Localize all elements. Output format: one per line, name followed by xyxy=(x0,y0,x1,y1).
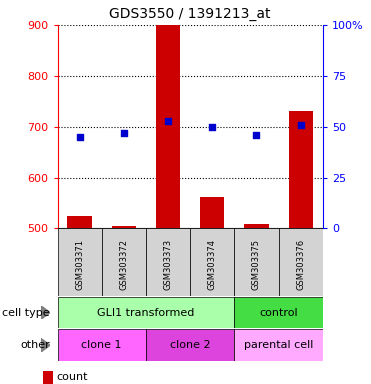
Bar xyxy=(190,228,234,296)
Bar xyxy=(289,111,313,228)
Text: GSM303372: GSM303372 xyxy=(119,238,128,290)
Text: parental cell: parental cell xyxy=(244,340,313,350)
Point xyxy=(165,118,171,124)
Text: clone 1: clone 1 xyxy=(82,340,122,350)
Bar xyxy=(146,228,190,296)
Text: GSM303376: GSM303376 xyxy=(296,238,305,290)
Bar xyxy=(58,329,146,361)
Point xyxy=(209,124,215,130)
Text: clone 2: clone 2 xyxy=(170,340,210,350)
Text: GLI1 transformed: GLI1 transformed xyxy=(97,308,195,318)
Polygon shape xyxy=(41,338,50,352)
Bar xyxy=(43,371,53,384)
Bar xyxy=(234,228,279,296)
Point xyxy=(121,130,127,136)
Bar xyxy=(146,329,234,361)
Bar xyxy=(68,216,92,228)
Text: GSM303375: GSM303375 xyxy=(252,238,261,290)
Text: GSM303371: GSM303371 xyxy=(75,238,84,290)
Polygon shape xyxy=(41,306,50,319)
Text: cell type: cell type xyxy=(3,308,50,318)
Point xyxy=(77,134,83,140)
Text: GSM303373: GSM303373 xyxy=(164,238,173,290)
Bar xyxy=(112,226,136,228)
Point xyxy=(253,132,259,138)
Bar xyxy=(58,228,102,296)
Bar xyxy=(102,228,146,296)
Bar xyxy=(234,297,323,328)
Bar xyxy=(200,197,224,228)
Bar xyxy=(244,224,269,228)
Text: GSM303374: GSM303374 xyxy=(208,238,217,290)
Bar xyxy=(279,228,323,296)
Text: count: count xyxy=(57,372,88,382)
Title: GDS3550 / 1391213_at: GDS3550 / 1391213_at xyxy=(109,7,271,21)
Bar xyxy=(156,25,180,228)
Text: other: other xyxy=(20,340,50,350)
Bar xyxy=(234,329,323,361)
Point xyxy=(298,122,303,128)
Bar xyxy=(58,297,234,328)
Text: control: control xyxy=(259,308,298,318)
